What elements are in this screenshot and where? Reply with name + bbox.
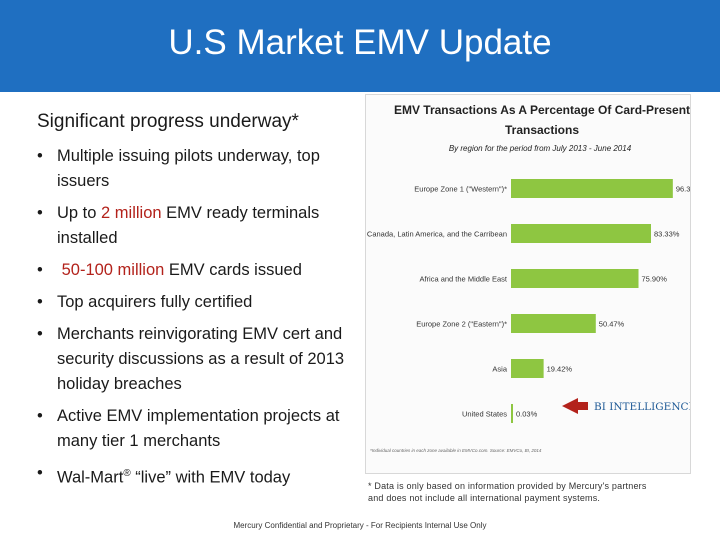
bullet-icon: • xyxy=(37,464,43,482)
chart-subtitle: By region for the period from July 2013 … xyxy=(449,144,632,153)
chart-source-note: *Individual countries in each zone avail… xyxy=(370,448,542,453)
slide-subtitle: Significant progress underway* xyxy=(37,111,299,132)
bullet-item: • Multiple issuing pilots underway, top i… xyxy=(37,144,357,194)
value-label: 0.03% xyxy=(516,410,538,419)
category-label: Europe Zone 1 ("Western")* xyxy=(414,185,507,194)
bullet-item: • Merchants reinvigorating EMV cert and s… xyxy=(37,322,357,397)
bar xyxy=(511,404,513,423)
bullet-icon: • xyxy=(37,407,43,425)
category-label: Europe Zone 2 ("Eastern")* xyxy=(416,320,507,329)
bullet-item: • Up to 2 million EMV ready terminals ins… xyxy=(37,201,357,251)
bar xyxy=(511,179,673,198)
category-label: Africa and the Middle East xyxy=(419,275,507,284)
bullet-icon: • xyxy=(37,261,43,279)
title-bar: U.S Market EMV Update xyxy=(0,0,720,92)
bullet-item: • Wal-Mart® “live” with EMV today xyxy=(37,461,357,491)
category-label: United States xyxy=(462,410,507,419)
bullet-icon: • xyxy=(37,204,43,222)
footnote-line: * Data is only based on information prov… xyxy=(368,481,647,491)
value-label: 50.47% xyxy=(599,320,625,329)
highlight-cards: 50-100 million xyxy=(61,261,165,279)
bullet-icon: • xyxy=(37,325,43,343)
confidential-footer: Mercury Confidential and Proprietary - F… xyxy=(233,521,487,530)
value-label: 83.33% xyxy=(654,230,680,239)
bar xyxy=(511,314,596,333)
value-label: 75.90% xyxy=(642,275,668,284)
category-label: Canada, Latin America, and the Carribean xyxy=(367,230,507,239)
bullet-icon: • xyxy=(37,293,43,311)
bar xyxy=(511,359,544,378)
bi-logo: BI INTELLIGENCE xyxy=(562,398,696,414)
value-label: 19.42% xyxy=(547,365,573,374)
slide-title: U.S Market EMV Update xyxy=(168,23,552,62)
bar xyxy=(511,224,651,243)
chart-panel: EMV Transactions As A Percentage Of Card… xyxy=(365,94,702,474)
arrow-icon xyxy=(562,398,588,414)
highlight-terminals: 2 million xyxy=(101,204,162,222)
category-label: Asia xyxy=(492,365,507,374)
chart-title-line2: Transactions xyxy=(505,123,579,137)
bi-logo-text: BI INTELLIGENCE xyxy=(594,401,690,413)
bullet-item: • Active EMV implementation projects at m… xyxy=(37,404,357,454)
emv-bar-chart: EMV Transactions As A Percentage Of Card… xyxy=(367,103,702,453)
value-label: 96.33% xyxy=(676,185,690,194)
chart-title: EMV Transactions As A Percentage Of Card… xyxy=(394,103,690,117)
footnote-line: and does not include all international p… xyxy=(368,493,601,503)
bar xyxy=(511,269,639,288)
bullet-item: • Top acquirers fully certified xyxy=(37,290,357,315)
bullet-icon: • xyxy=(37,147,43,165)
bullet-item: • 50-100 million EMV cards issued xyxy=(37,258,357,283)
footnote: * Data is only based on information prov… xyxy=(368,480,647,504)
bullet-list: • Multiple issuing pilots underway, top i… xyxy=(37,144,357,498)
